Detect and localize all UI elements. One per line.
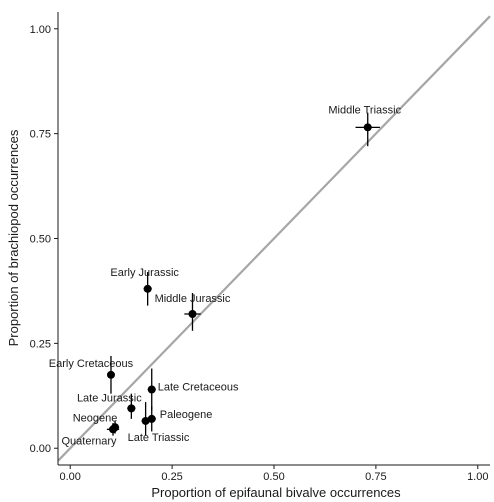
point-labels: Middle Triassic Early Jurassic Middle Jura…	[49, 104, 402, 447]
point-label: Early Cretaceous	[49, 358, 134, 370]
y-tick-label: 0.50	[30, 234, 51, 246]
x-tick-label: 0.75	[365, 471, 386, 483]
data-points	[106, 112, 380, 436]
x-tick-label: 1.00	[467, 471, 488, 483]
data-point	[143, 284, 152, 293]
data-point	[127, 404, 136, 413]
reference-line-layer	[57, 15, 491, 462]
y-tick-label: 0.25	[30, 338, 51, 350]
data-point	[109, 425, 118, 434]
axes: 0.00 0.25 0.50 0.75 1.00 0.00 0.25 0.50 0.75 1.00	[30, 12, 490, 483]
point-label: Middle Triassic	[328, 104, 401, 116]
data-point	[147, 414, 156, 423]
x-tick-label: 0.50	[263, 471, 284, 483]
point-label: Neogene	[73, 412, 118, 424]
point-label: Quaternary	[62, 435, 118, 447]
data-point	[141, 416, 150, 425]
point-label: Paleogene	[160, 409, 213, 421]
data-point	[188, 310, 197, 318]
point-label: Early Jurassic	[110, 267, 179, 279]
x-axis-title: Proportion of epifaunal bivalve occurren…	[151, 485, 401, 500]
x-tick-label: 0.25	[161, 471, 182, 483]
point-label: Late Cretaceous	[158, 382, 239, 394]
point-label: Late Jurassic	[77, 392, 142, 404]
point-label: Middle Jurassic	[155, 293, 231, 305]
data-point	[106, 370, 115, 379]
data-point	[147, 385, 156, 394]
y-tick-label: 0.75	[30, 129, 51, 141]
y-tick-label: 0.00	[30, 443, 51, 455]
y-axis-title: Proportion of brachiopod occurrences	[6, 129, 21, 346]
point-label: Late Triassic	[128, 432, 190, 444]
data-point	[363, 123, 372, 132]
identity-reference-line	[57, 15, 491, 462]
y-tick-label: 1.00	[30, 24, 51, 36]
x-tick-label: 0.00	[60, 471, 81, 483]
